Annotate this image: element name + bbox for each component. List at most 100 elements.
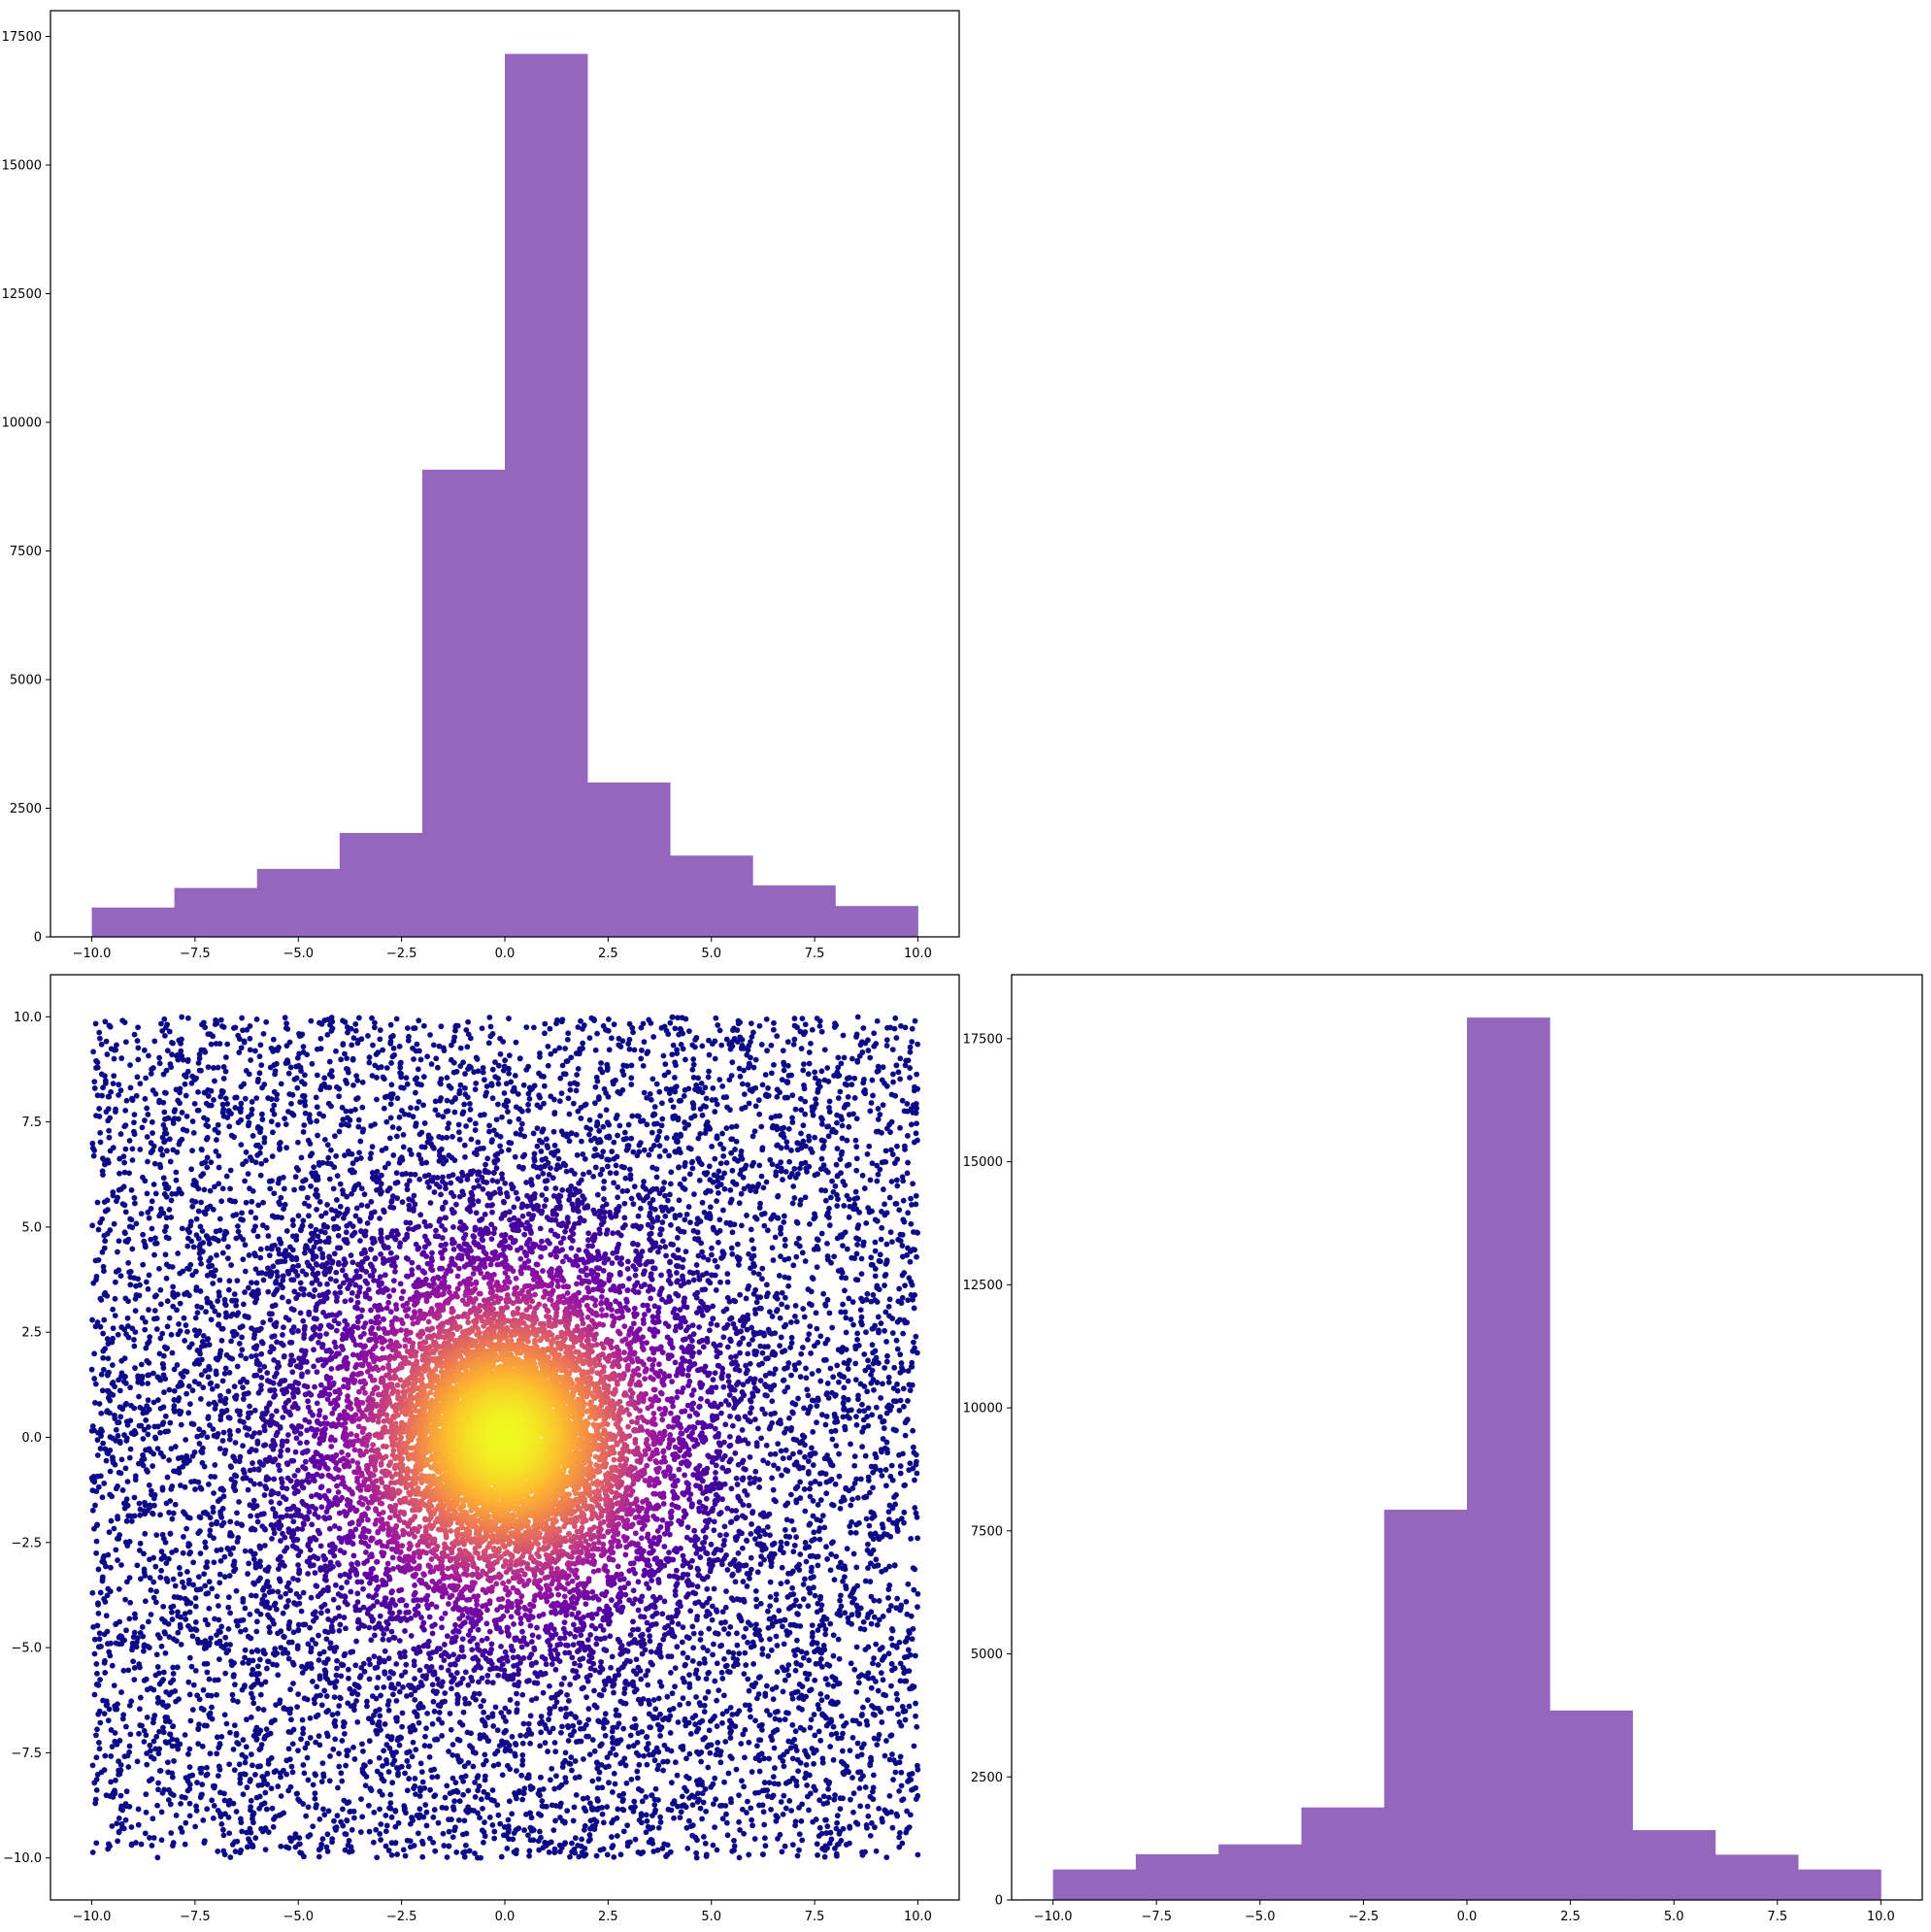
scatter-point [146, 1052, 151, 1058]
scatter-point [415, 1042, 420, 1048]
scatter-point [186, 1747, 192, 1752]
scatter-point [824, 1065, 830, 1071]
scatter-point [382, 1106, 387, 1112]
scatter-point [98, 1140, 104, 1146]
scatter-point [865, 1565, 871, 1571]
scatter-point [780, 1849, 785, 1854]
scatter-point [96, 1484, 102, 1490]
scatter-point [816, 1702, 821, 1708]
scatter-point [882, 1365, 887, 1371]
scatter-point [272, 1112, 278, 1117]
scatter-point [128, 1269, 134, 1275]
scatter-point [853, 1138, 859, 1144]
scatter-point [212, 1783, 217, 1789]
scatter-point [123, 1465, 129, 1471]
scatter-point [792, 1016, 798, 1021]
scatter-point [401, 1803, 407, 1809]
scatter-point [907, 1704, 913, 1710]
scatter-point [806, 1286, 812, 1292]
scatter-point [165, 1048, 171, 1053]
scatter-point [288, 1784, 294, 1790]
scatter-point [97, 1114, 103, 1119]
scatter-point [331, 1818, 337, 1824]
scatter-point [225, 1605, 231, 1611]
scatter-point [501, 1068, 507, 1074]
scatter-point [214, 1750, 219, 1756]
scatter-point [103, 1564, 109, 1570]
scatter-point [557, 1843, 563, 1849]
scatter-point [855, 1741, 861, 1747]
scatter-point [728, 1137, 734, 1143]
scatter-point [646, 1824, 651, 1830]
scatter-point [915, 1604, 920, 1610]
scatter-point [351, 1815, 357, 1821]
scatter-point [521, 1827, 527, 1833]
scatter-point [378, 1027, 383, 1033]
scatter-point [396, 1820, 402, 1826]
scatter-point [895, 1319, 901, 1325]
scatter-point [171, 1671, 177, 1677]
scatter-point [859, 1429, 865, 1435]
scatter-point [840, 1579, 846, 1584]
scatter-point [834, 1731, 840, 1737]
scatter-point [908, 1387, 914, 1393]
scatter-point [575, 1109, 581, 1115]
scatter-point [155, 1786, 161, 1792]
scatter-point [848, 1442, 853, 1448]
scatter-point [109, 1518, 115, 1524]
scatter-point [912, 1478, 917, 1483]
scatter-point [174, 1638, 180, 1644]
scatter-point [671, 1043, 677, 1049]
scatter-point [110, 1307, 116, 1313]
scatter-point [381, 1748, 386, 1753]
scatter-point [323, 1845, 329, 1850]
scatter-point [259, 1112, 265, 1117]
scatter-point [904, 1612, 910, 1617]
scatter-point [232, 1682, 238, 1687]
histogram-top-bar [257, 869, 340, 937]
scatter-point [352, 1107, 358, 1113]
scatter-point [748, 1055, 753, 1061]
scatter-point [302, 1770, 308, 1776]
scatter-point [179, 1642, 184, 1648]
scatter-point [174, 1149, 180, 1155]
scatter-point [456, 1090, 462, 1096]
scatter-point [99, 1216, 105, 1222]
scatter-point [551, 1786, 557, 1792]
scatter-point [175, 1609, 181, 1615]
scatter-point [243, 1096, 249, 1102]
scatter-point [465, 1804, 471, 1810]
scatter-point [564, 1058, 570, 1064]
scatter-point [200, 1240, 206, 1246]
scatter-point [239, 1828, 245, 1834]
scatter-point [806, 1071, 812, 1077]
scatter-point [758, 1124, 764, 1130]
scatter-point [308, 1018, 314, 1024]
scatter-point [216, 1065, 221, 1071]
scatter-point [102, 1711, 108, 1716]
scatter-point [156, 1055, 162, 1061]
scatter-point [887, 1195, 893, 1201]
scatter-point [100, 1441, 106, 1447]
scatter-point [691, 1075, 697, 1081]
scatter-point [109, 1494, 115, 1500]
scatter-point [625, 1840, 631, 1846]
scatter-point [227, 1730, 233, 1736]
scatter-point [187, 1813, 193, 1818]
scatter-point [880, 1521, 885, 1527]
scatter-point [759, 1212, 765, 1217]
scatter-point [904, 1599, 910, 1605]
scatter-point [574, 1072, 580, 1078]
scatter-point [465, 1019, 471, 1025]
scatter-point [378, 1821, 383, 1827]
scatter-point [901, 1385, 907, 1391]
scatter-point [792, 1023, 798, 1029]
scatter-point [374, 1854, 380, 1860]
scatter-point [610, 1789, 616, 1795]
scatter-point [770, 1125, 776, 1131]
scatter-point [882, 1081, 887, 1086]
scatter-point [211, 1097, 216, 1103]
scatter-point [828, 1366, 834, 1372]
scatter-point [303, 1177, 309, 1183]
scatter-point [858, 1382, 864, 1387]
